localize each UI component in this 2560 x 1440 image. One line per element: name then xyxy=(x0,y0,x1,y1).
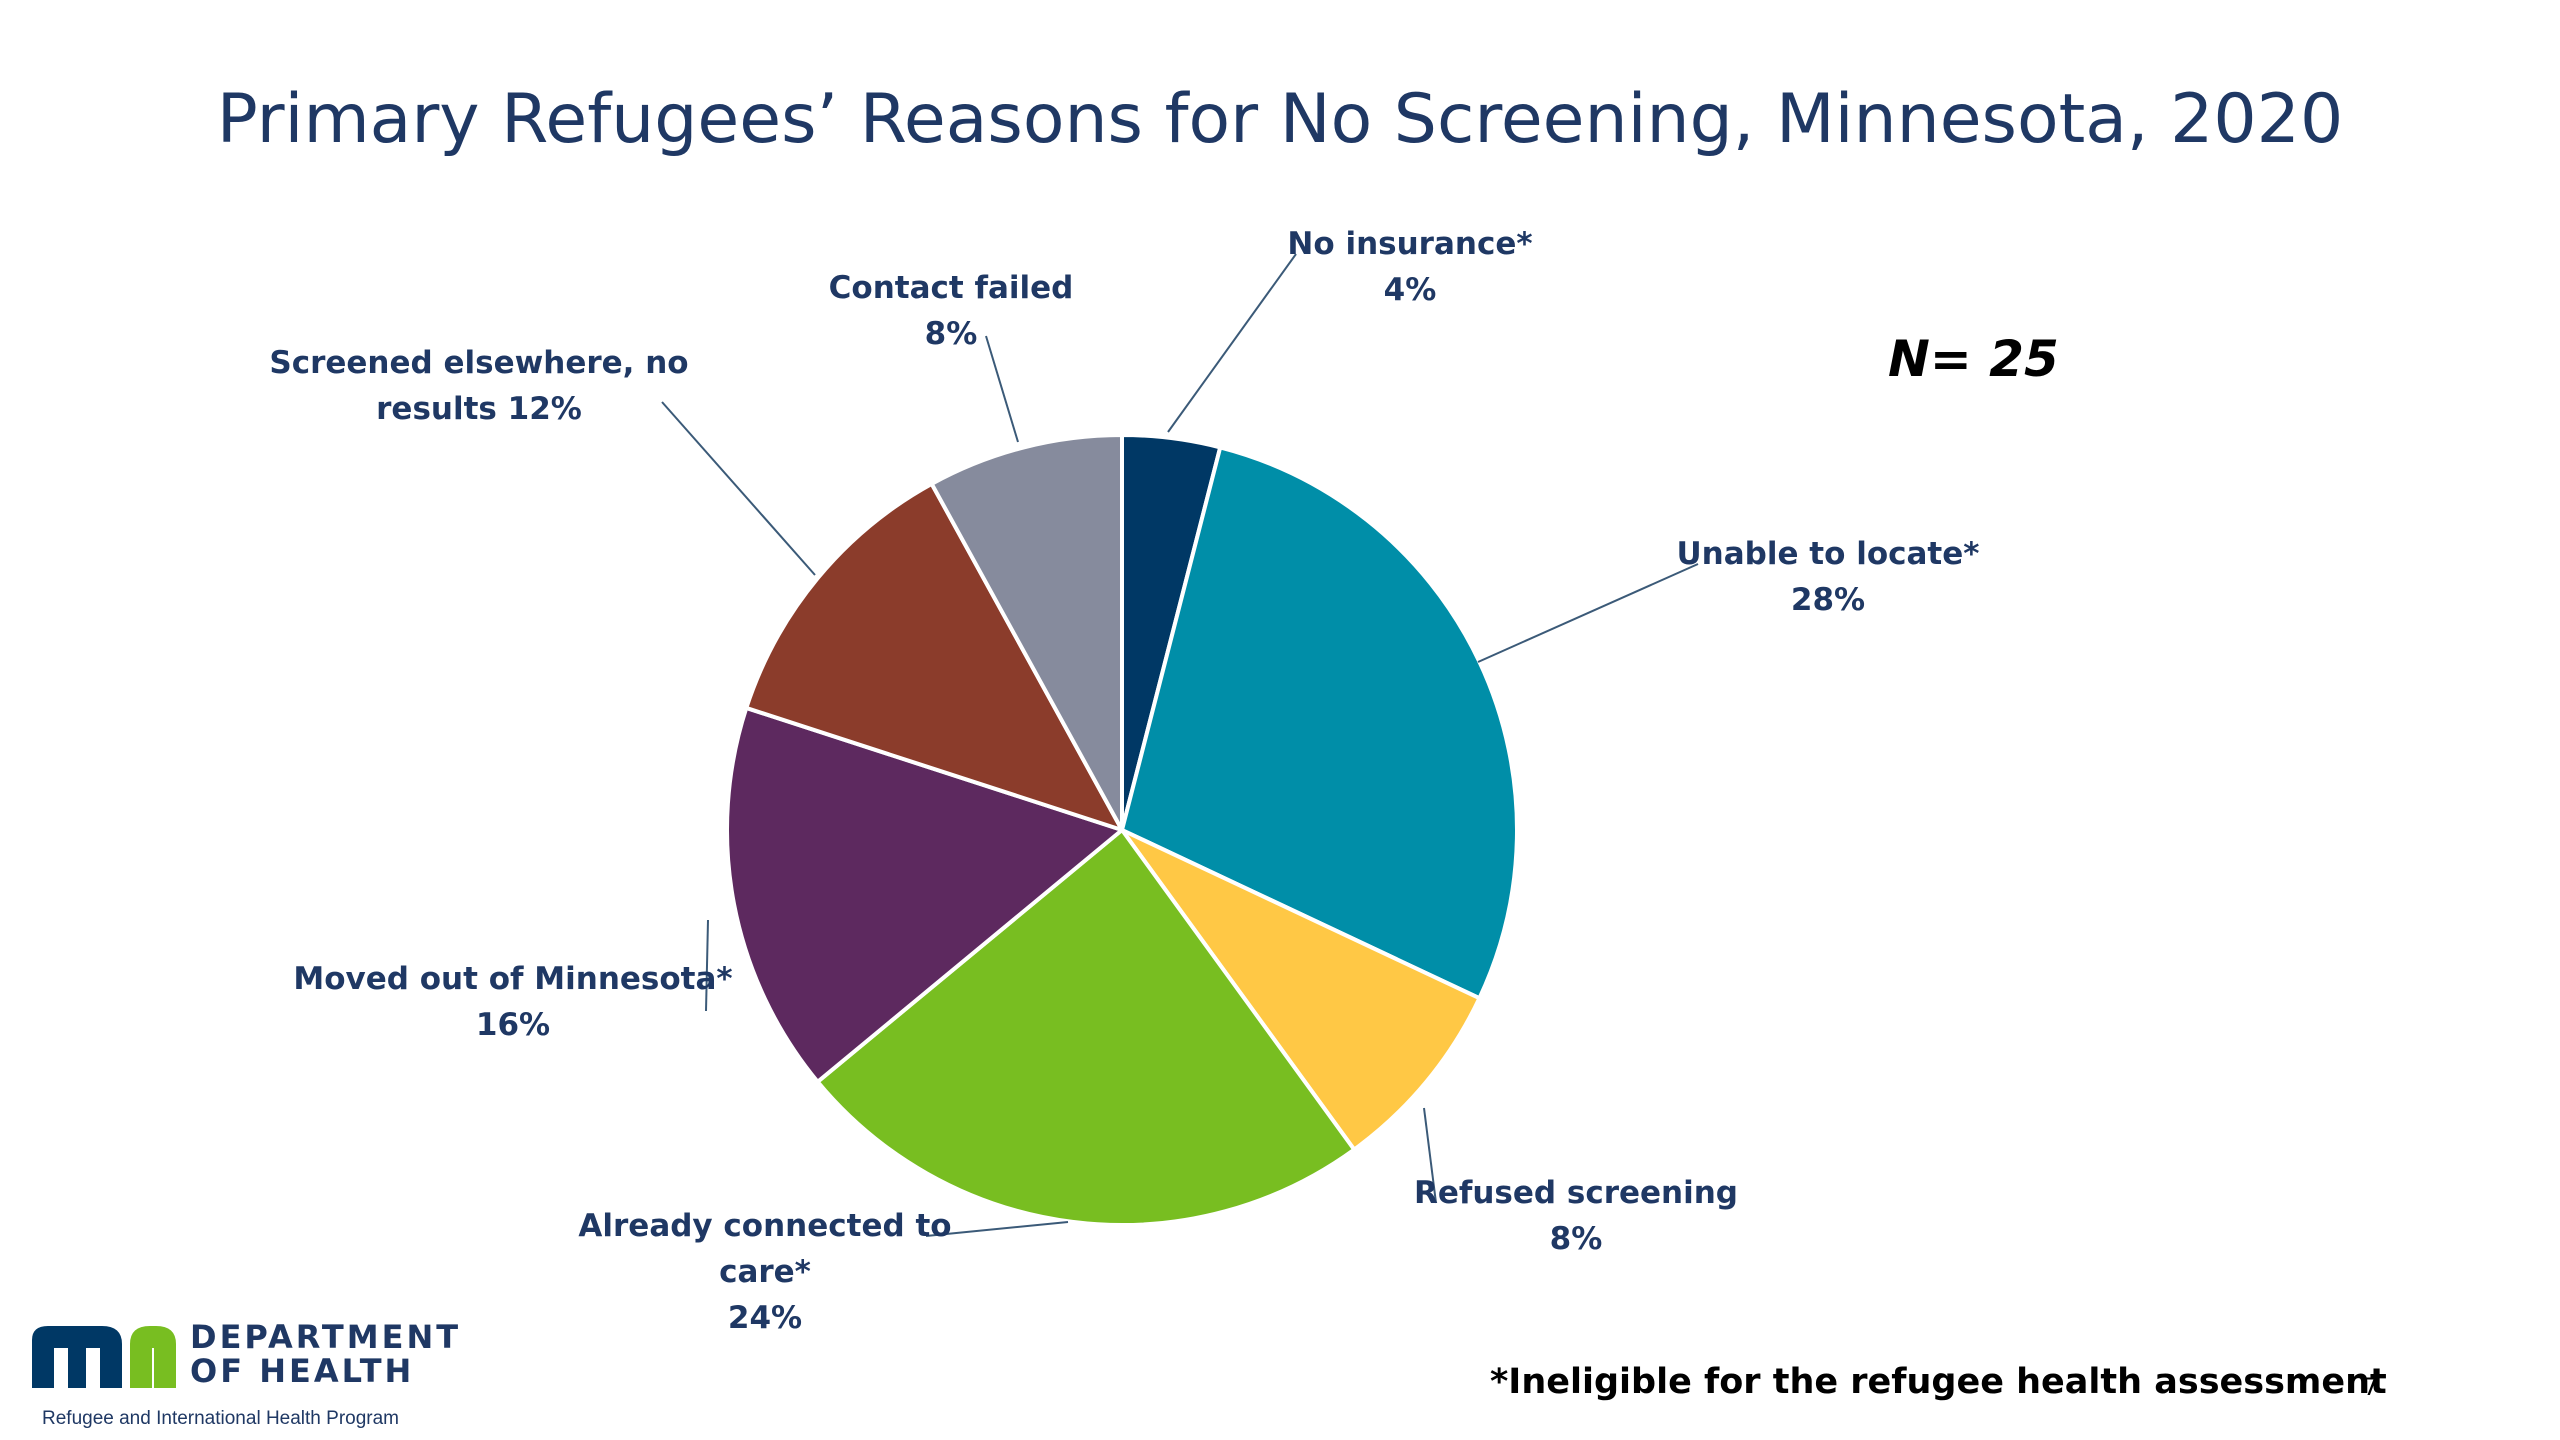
footnote: *Ineligible for the refugee health asses… xyxy=(1490,1362,2387,1402)
pie-slice xyxy=(1120,828,1482,1152)
leader-line xyxy=(1167,253,1297,433)
slice-data-label: No insurance* 4% xyxy=(1287,226,1532,308)
slice-label-line: Already connected to xyxy=(578,1208,951,1244)
slice-label-line: No insurance* xyxy=(1287,226,1532,262)
leader-line xyxy=(661,401,816,576)
mn-logo-icon xyxy=(32,1326,176,1388)
slice-label-line: 24% xyxy=(728,1300,802,1336)
department-of-health-logo: DEPARTMENT OF HEALTH Refugee and Interna… xyxy=(30,1318,460,1433)
pie-slice xyxy=(725,705,1124,1084)
logo-program-text: Refugee and International Health Program xyxy=(42,1408,400,1429)
slice-label-line: 4% xyxy=(1384,272,1437,308)
logo-department-text: DEPARTMENT xyxy=(190,1318,462,1356)
page-number: 7 xyxy=(2363,1373,2379,1401)
pie-slice xyxy=(815,828,1357,1227)
leader-line xyxy=(925,1221,1069,1237)
slice-data-label: Already connected to care* 24% xyxy=(578,1208,951,1336)
slice-label-line: Contact failed xyxy=(829,270,1074,306)
slice-label-line: 8% xyxy=(1550,1221,1603,1257)
leader-line xyxy=(705,919,709,1012)
slice-label-line: 28% xyxy=(1791,582,1865,618)
slice-label-line: Unable to locate* xyxy=(1677,536,1980,572)
slice-data-label: Refused screening 8% xyxy=(1414,1175,1738,1257)
slice-data-label: Moved out of Minnesota* 16% xyxy=(293,961,732,1043)
slice-label-line: 8% xyxy=(925,316,978,352)
leader-line xyxy=(985,335,1019,443)
leader-line xyxy=(1477,563,1699,663)
pie-slice xyxy=(929,433,1124,832)
slice-data-label: Unable to locate* 28% xyxy=(1677,536,1980,618)
sample-size-label: N= 25 xyxy=(1888,330,2059,388)
slice-label-line: Screened elsewhere, no xyxy=(269,345,688,381)
slice-data-label: Screened elsewhere, no results 12% xyxy=(269,345,688,427)
leader-line xyxy=(1423,1107,1437,1204)
slice-label-line: care* xyxy=(719,1254,811,1290)
slice-label-line: Moved out of Minnesota* xyxy=(293,961,732,997)
slice-label-line: results 12% xyxy=(376,391,582,427)
slice-label-line: Refused screening xyxy=(1414,1175,1738,1211)
slice-label-line: 16% xyxy=(476,1007,550,1043)
chart-title: Primary Refugees’ Reasons for No Screeni… xyxy=(216,80,2344,159)
logo-health-text: OF HEALTH xyxy=(190,1352,415,1390)
pie-slice xyxy=(744,481,1124,832)
slice-data-label: Contact failed 8% xyxy=(829,270,1074,352)
